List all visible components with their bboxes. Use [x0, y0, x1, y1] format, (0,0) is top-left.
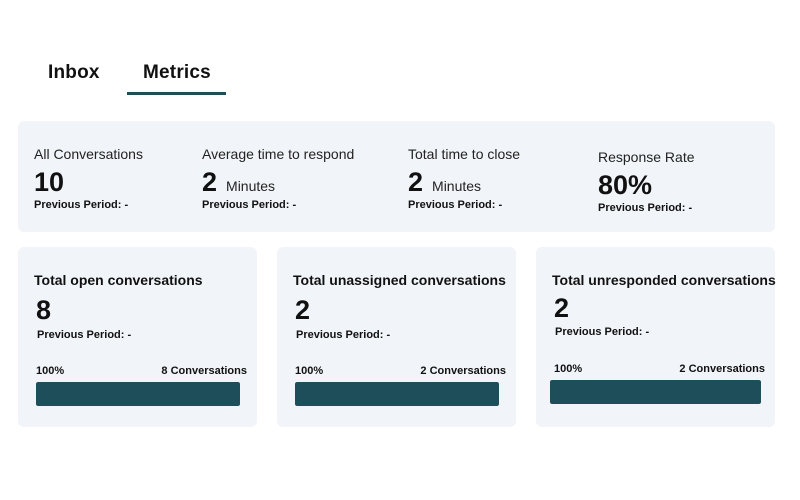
progress-bar-fill — [550, 380, 761, 404]
stat-value-row: 2 Minutes — [202, 167, 354, 197]
card-value: 2 — [295, 295, 311, 325]
bar-percent-label: 100% — [36, 365, 65, 377]
active-tab-indicator — [127, 92, 226, 95]
stat-all-conversations: All Conversations 10 Previous Period: - — [34, 146, 143, 211]
stat-total-time-to-close: Total time to close 2 Minutes Previous P… — [408, 146, 520, 211]
card-title: Total unassigned conversations — [293, 272, 506, 288]
stat-label: Total time to close — [408, 146, 521, 162]
bar-percent-label: 100% — [554, 363, 583, 375]
stat-previous-period: Previous Period: - — [34, 199, 129, 211]
stat-value-row: 2 Minutes — [408, 167, 520, 197]
progress-bar — [295, 382, 499, 406]
stat-label: All Conversations — [34, 146, 143, 162]
card-total-unassigned-conversations: Total unassigned conversations 2 Previou… — [277, 247, 516, 427]
stat-response-rate: Response Rate 80% Previous Period: - — [598, 149, 695, 214]
bar-count-label: 2 Conversations — [679, 363, 765, 375]
card-title: Total unresponded conversations — [552, 272, 776, 288]
stat-value: 2 — [408, 167, 424, 197]
card-value: 2 — [554, 293, 570, 323]
stat-value: 10 — [34, 167, 65, 197]
stat-average-time-to-respond: Average time to respond 2 Minutes Previo… — [202, 146, 354, 211]
bar-percent-label: 100% — [295, 365, 324, 377]
progress-bar — [36, 382, 240, 406]
stat-previous-period: Previous Period: - — [202, 199, 297, 211]
stat-value: 2 — [202, 167, 218, 197]
stat-label: Average time to respond — [202, 146, 355, 162]
stat-value: 80% — [598, 170, 653, 200]
stat-value-row: 80% — [598, 170, 695, 200]
progress-bar-fill — [295, 382, 499, 406]
tab-inbox[interactable]: Inbox — [48, 62, 100, 83]
stat-value-row: 10 — [34, 167, 143, 197]
card-title: Total open conversations — [34, 272, 203, 288]
card-value: 8 — [36, 295, 52, 325]
tab-metrics[interactable]: Metrics — [143, 62, 211, 83]
bar-count-label: 2 Conversations — [420, 365, 506, 377]
card-previous-period: Previous Period: - — [296, 329, 391, 341]
stat-label: Response Rate — [598, 149, 695, 165]
card-previous-period: Previous Period: - — [555, 326, 650, 338]
stat-previous-period: Previous Period: - — [408, 199, 503, 211]
stat-unit: Minutes — [432, 178, 482, 194]
tab-bar: Inbox Metrics — [0, 0, 800, 100]
stat-previous-period: Previous Period: - — [598, 202, 693, 214]
card-previous-period: Previous Period: - — [37, 329, 132, 341]
card-total-open-conversations: Total open conversations 8 Previous Peri… — [18, 247, 257, 427]
bar-count-label: 8 Conversations — [161, 365, 247, 377]
card-total-unresponded-conversations: Total unresponded conversations 2 Previo… — [536, 247, 776, 427]
progress-bar-fill — [36, 382, 240, 406]
progress-bar — [550, 380, 761, 404]
stat-unit: Minutes — [226, 178, 276, 194]
summary-panel: All Conversations 10 Previous Period: - … — [18, 121, 775, 232]
